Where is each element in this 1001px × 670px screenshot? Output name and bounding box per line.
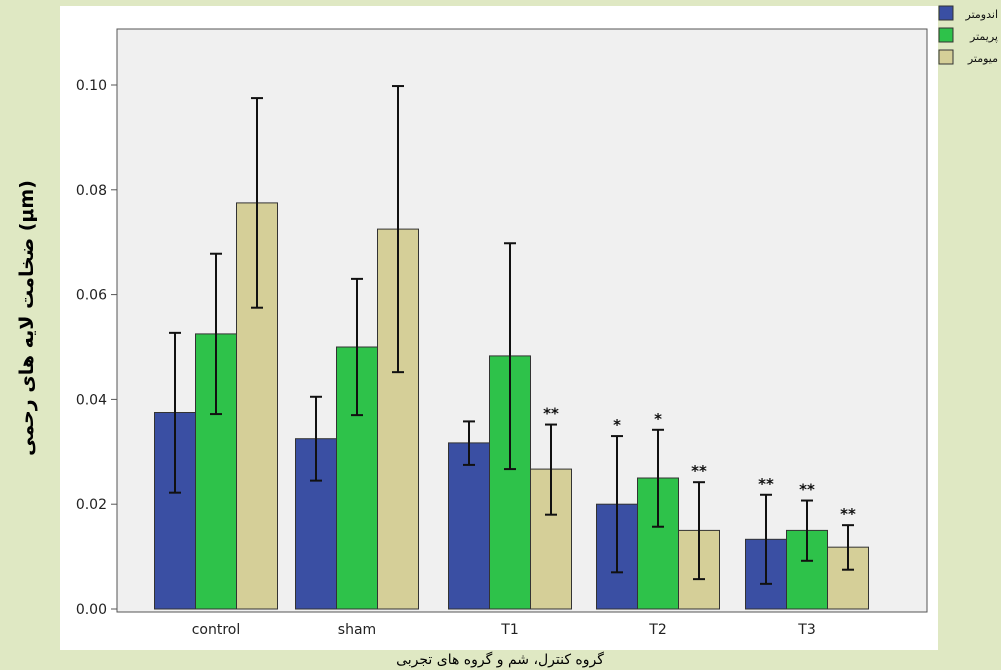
y-tick-label: 0.10	[76, 78, 107, 94]
legend-label: پریمتر	[969, 30, 998, 43]
y-tick-label: 0.02	[76, 497, 107, 513]
significance-label: **	[758, 475, 774, 493]
error-bars-layer	[169, 85, 854, 585]
x-axis-title: گروه کنترل، شم و گروه های تجربی	[396, 651, 604, 668]
x-tick-label: control	[192, 622, 241, 638]
annotations-layer: ************	[543, 405, 856, 524]
legend-swatch	[938, 49, 954, 65]
x-tick-label: T2	[648, 622, 666, 638]
significance-label: **	[840, 505, 856, 523]
legend-label: میومتر	[967, 52, 998, 65]
legend-swatch	[938, 5, 954, 21]
x-axis: control sham T1 T2 T3	[192, 622, 816, 638]
x-tick-label: T3	[797, 622, 815, 638]
legend-swatch	[938, 27, 954, 43]
x-tick-label: T1	[500, 622, 518, 638]
y-tick-label: 0.00	[76, 602, 107, 618]
significance-label: **	[691, 462, 707, 480]
significance-label: *	[654, 410, 662, 428]
y-axis-title: ضخامت لایه های رحمی (μm)	[16, 180, 38, 456]
y-tick-label: 0.08	[76, 183, 107, 199]
significance-label: **	[543, 405, 559, 423]
significance-label: **	[799, 481, 815, 499]
legend-label: اندومتر	[965, 8, 998, 21]
legend: اندومتر پریمتر میومتر	[938, 5, 998, 65]
y-tick-label: 0.04	[76, 392, 107, 408]
significance-label: *	[613, 416, 621, 434]
x-tick-label: sham	[338, 622, 376, 638]
y-tick-label: 0.06	[76, 288, 107, 304]
bar	[448, 442, 490, 610]
y-axis: 0.00 0.02 0.04 0.06 0.08 0.10	[76, 29, 118, 618]
